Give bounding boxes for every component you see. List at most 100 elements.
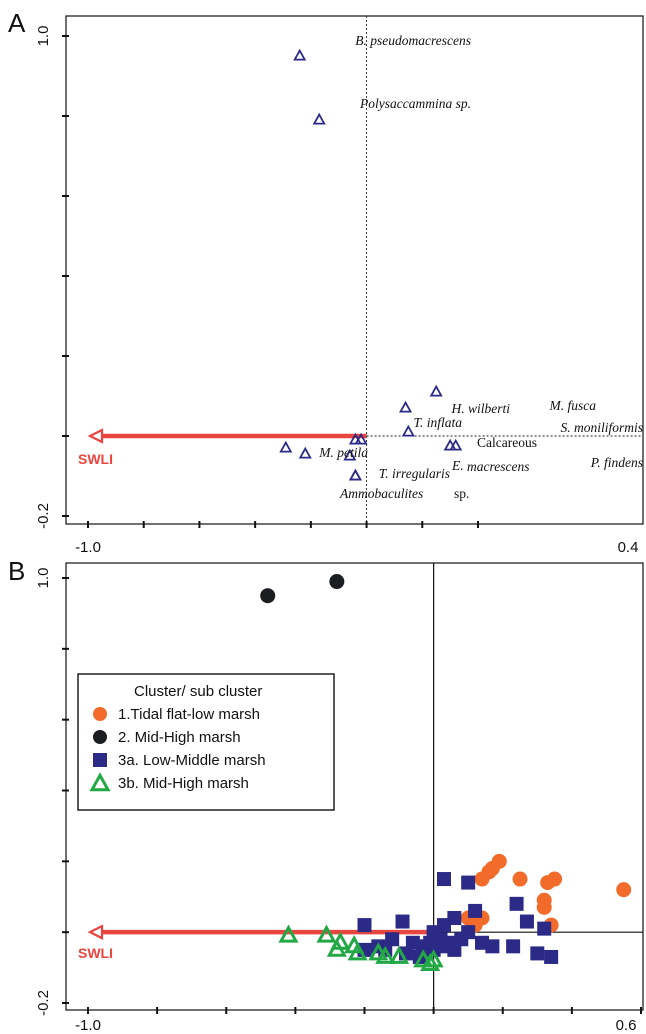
x-tick-label-b-right: 0.6 [616,1017,637,1034]
swli-label-b: SWLI [78,945,113,961]
cluster-point [357,918,372,933]
legend-entry-number: 1. [118,706,131,723]
panel-letter-b: B [8,556,25,586]
legend-entry-name: Mid-High marsh [131,729,241,746]
axes-a: 1.0 -0.2 -1.0 0.4 [35,16,643,556]
species-label: T. irregularis [379,466,450,481]
species-marker [399,400,413,413]
species-label: sp. [454,486,469,501]
species-label: H. wilberti [450,401,510,416]
swli-label-a: SWLI [78,451,113,467]
cluster-point [506,939,521,954]
cluster-point [530,946,545,961]
cluster-point [536,899,552,915]
legend-entry-name: Tidal flat-low marsh [131,706,260,723]
axes-b: 1.0 -0.2 -1.0 0.6 [35,563,643,1034]
species-marker [298,446,312,459]
species-marker [279,440,293,453]
cluster-point [326,938,347,957]
x-tick-label-a-left: -1.0 [75,539,101,556]
cluster-point [461,925,476,940]
cluster-point [389,945,410,964]
cluster-point [616,882,632,898]
marks-a: SWLI [78,48,463,481]
x-tick-label-a-right: 0.4 [618,539,639,556]
cluster-point [375,945,396,964]
cluster-point [316,924,337,943]
legend-entry: 3a. Low-Middle marsh [118,752,266,769]
legend-entry: 2. Mid-High marsh [118,729,241,746]
legend-entry: 3b. Mid-High marsh [118,775,249,792]
species-label: T. inflata [413,415,462,430]
species-label: B. pseudomacrescens [355,33,471,48]
cluster-point [447,942,462,957]
species-label: Ammobaculites [339,486,423,501]
cluster-point [519,914,534,929]
species-label: Polysaccammina sp. [359,96,471,111]
y-tick-label-b-top: 1.0 [35,568,52,589]
legend-marker [89,772,111,792]
panel-a: A 1.0 -0.2 -1.0 0.4 SWLI B. pseudomacrescen… [8,8,644,556]
species-label: M. fusca [549,398,597,413]
cluster-point [509,896,524,911]
legend-entry: 1.Tidal flat-low marsh [118,706,260,723]
cluster-point [436,872,451,887]
species-label: E. [451,458,464,473]
legend-marker [93,753,107,767]
species-marker [348,468,362,481]
legend-entry-name: Low-Middle marsh [139,752,266,769]
cluster-point [447,911,462,925]
species-marker [354,432,368,445]
legend-entry-number: 2. [118,729,131,746]
species-label: P. findens [590,455,643,470]
legend-marker [93,707,107,721]
cluster-point [468,903,483,918]
y-tick-label-b-bottom: -0.2 [35,990,52,1016]
cluster-point [512,871,528,887]
cluster-point [474,871,490,887]
marks-b: SWLI [78,574,632,971]
y-tick-label-a-bottom: -0.2 [35,503,52,529]
plot-frame-a [65,15,644,525]
cluster-point [485,939,500,954]
x-tick-label-b-left: -1.0 [75,1017,101,1034]
panel-b: B 1.0 -0.2 -1.0 0.6 SWLI Cluster/ sub clust… [8,556,644,1034]
legend-title: Cluster/ sub cluster [134,683,262,700]
cluster-point [278,924,299,943]
swli-arrowhead-b [87,924,104,940]
cluster-point [547,871,563,887]
legend-box [77,673,335,811]
legend-entry-number: 3b. [118,775,139,792]
species-labels-a: B. pseudomacrescens Polysaccammina sp. M. … [318,33,643,501]
cluster-point [537,921,552,936]
cluster-point [405,935,420,950]
cluster-point [461,875,476,890]
panel-letter-a: A [8,8,26,38]
species-marker [312,112,326,125]
cluster-point [260,588,276,604]
species-label: Calcareous [477,435,537,450]
species-marker [343,448,357,461]
cluster-point [423,935,438,950]
species-marker [429,384,443,397]
species-label: M. petila [318,445,368,460]
species-marker [449,438,463,451]
plot-frame-b [65,562,644,1011]
cluster-point [347,942,368,961]
cluster-point [329,574,345,590]
species-label: macrescens [467,459,529,474]
swli-arrowhead-a [87,428,104,444]
legend-marker [93,730,107,744]
species-marker [401,424,415,437]
cluster-point [423,949,444,968]
species-label: S. moniliformis [560,420,643,435]
cluster-point [395,914,410,929]
cluster-point [385,932,400,947]
cluster-point [544,949,559,964]
legend-entry-number: 3a. [118,752,139,769]
legend-entry-name: Mid-High marsh [139,775,249,792]
y-tick-label-a-top: 1.0 [35,26,52,47]
species-marker [293,48,307,61]
